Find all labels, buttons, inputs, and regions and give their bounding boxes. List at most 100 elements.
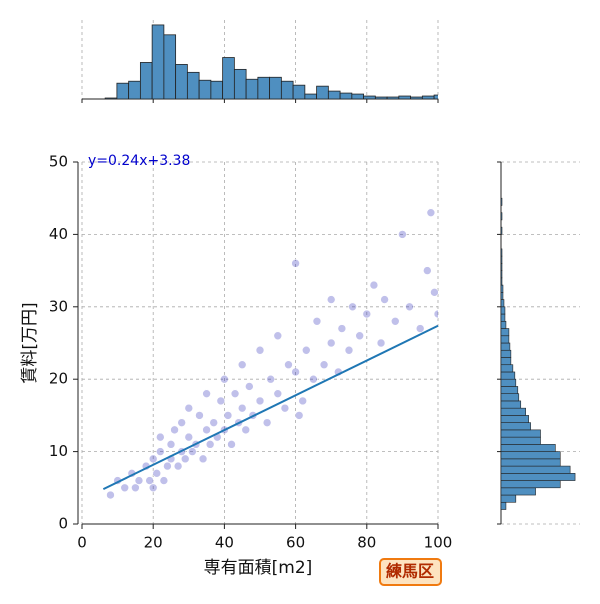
point <box>280 403 290 413</box>
bar <box>500 458 561 467</box>
bar <box>500 248 503 257</box>
bar <box>500 444 556 452</box>
bar <box>500 364 514 373</box>
point <box>237 360 247 370</box>
bar <box>500 407 526 416</box>
bar <box>245 78 259 99</box>
bar <box>104 97 118 99</box>
point <box>312 316 322 326</box>
point <box>237 403 247 413</box>
bar <box>500 436 541 445</box>
bar <box>500 292 504 300</box>
point <box>166 440 176 449</box>
point <box>291 259 300 268</box>
point <box>362 309 372 319</box>
bar <box>500 328 510 337</box>
point <box>188 447 197 456</box>
annotation: y=0.24x+3.38 <box>88 153 190 169</box>
point <box>184 432 194 442</box>
point <box>291 367 300 377</box>
point <box>390 316 400 326</box>
point <box>348 302 357 312</box>
bar <box>151 24 165 99</box>
x-tick-label: 40 <box>215 534 234 552</box>
y-tick-label: 10 <box>49 442 68 460</box>
x-tick-label: 80 <box>357 534 376 552</box>
bar <box>351 93 364 99</box>
bar <box>292 84 306 99</box>
point <box>376 338 386 348</box>
point <box>262 418 272 427</box>
bar <box>163 34 177 99</box>
point <box>423 266 432 275</box>
point <box>152 469 162 478</box>
point <box>202 389 211 398</box>
bar <box>500 335 510 344</box>
bar <box>433 94 438 99</box>
point <box>131 483 140 493</box>
bar <box>304 93 318 99</box>
points <box>106 208 438 500</box>
bar <box>500 429 541 438</box>
bars <box>104 24 438 99</box>
bar <box>500 371 516 380</box>
bar <box>316 85 329 99</box>
bar <box>500 487 536 496</box>
point <box>216 396 226 406</box>
bar <box>500 378 517 387</box>
point <box>227 440 236 449</box>
badge: 練馬区 <box>386 562 434 581</box>
point <box>430 288 438 297</box>
bar <box>500 263 503 271</box>
point <box>202 425 211 435</box>
bar <box>186 71 200 99</box>
bar <box>398 95 411 99</box>
point <box>294 411 304 420</box>
y-tick-label: 20 <box>49 370 68 388</box>
bar <box>280 80 294 99</box>
point <box>241 425 251 435</box>
point <box>134 476 144 485</box>
point <box>284 360 293 370</box>
point <box>198 454 208 464</box>
x-axis-label: 専有面積[m2] <box>204 558 313 578</box>
y-tick-label: 0 <box>58 515 68 533</box>
bar <box>500 386 519 394</box>
point <box>156 447 165 456</box>
point <box>145 476 154 485</box>
bar <box>500 226 503 235</box>
badge-box <box>379 558 442 586</box>
bar <box>500 480 561 489</box>
bar <box>421 95 435 99</box>
bar <box>500 422 531 431</box>
bar <box>500 284 504 293</box>
point <box>326 338 336 348</box>
bar <box>500 299 505 308</box>
x-tick-label: 0 <box>77 534 87 552</box>
point <box>344 345 354 355</box>
bar <box>500 342 511 351</box>
point <box>177 418 186 427</box>
point <box>309 374 318 384</box>
point <box>273 389 283 398</box>
point <box>195 411 204 420</box>
bar <box>257 76 271 99</box>
point <box>220 374 229 384</box>
point <box>301 345 311 355</box>
point <box>369 280 379 290</box>
point <box>223 411 233 420</box>
point <box>255 345 265 355</box>
bar <box>327 90 341 99</box>
point <box>326 295 336 304</box>
point <box>184 403 194 413</box>
point <box>355 331 364 341</box>
point <box>230 389 240 398</box>
point <box>298 396 308 406</box>
y-tick-label: 30 <box>49 297 68 315</box>
bar <box>500 393 520 402</box>
bar <box>500 400 522 409</box>
x-tick-label: 100 <box>424 534 453 552</box>
bar <box>500 501 507 510</box>
point <box>319 360 329 370</box>
bar <box>500 313 506 322</box>
